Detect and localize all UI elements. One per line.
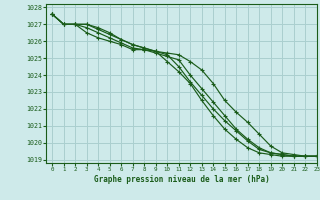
X-axis label: Graphe pression niveau de la mer (hPa): Graphe pression niveau de la mer (hPa) [94,175,269,184]
